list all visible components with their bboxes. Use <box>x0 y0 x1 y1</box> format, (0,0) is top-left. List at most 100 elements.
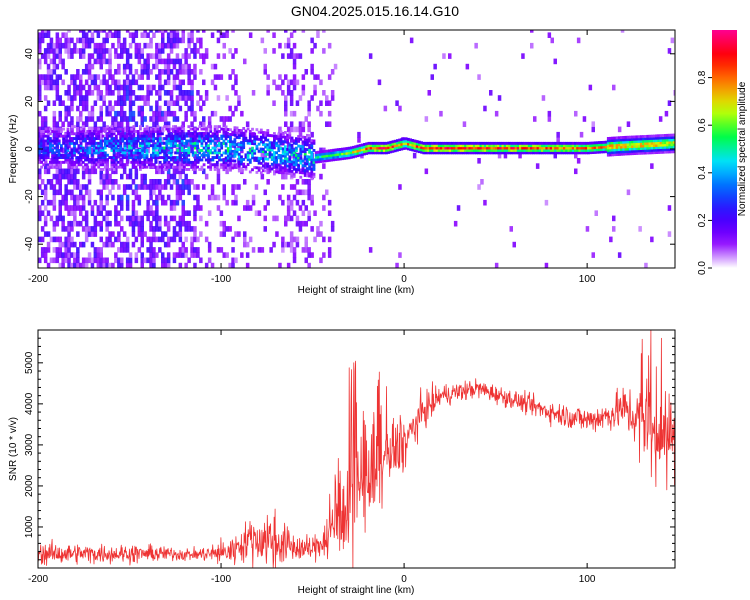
spectrogram-ridge-cell <box>286 157 289 161</box>
spectrogram-cell <box>163 199 168 206</box>
spectrogram-ridge-cell <box>459 149 463 152</box>
spectrogram-cell <box>175 53 180 59</box>
spectrogram-ridge-cell <box>602 145 606 149</box>
spectrogram-ridge-cell <box>70 151 74 155</box>
spectrogram-cell <box>163 257 168 264</box>
spectrogram-cell <box>143 257 147 264</box>
spectrogram-cell <box>204 220 209 227</box>
spectrogram-ridge-cell <box>154 127 158 131</box>
spectrogram-cell <box>137 53 142 59</box>
spectrogram-ridge-cell <box>499 144 503 148</box>
spectrogram-ridge-cell <box>64 149 68 152</box>
spectrogram-cell <box>93 220 98 227</box>
spectrogram-cell <box>125 30 130 33</box>
spectrogram-ridge-cell <box>141 146 144 150</box>
spectrogram-ridge-cell <box>407 142 410 146</box>
spectrogram-ridge-cell <box>229 156 232 160</box>
spectrogram-ridge-cell <box>257 142 261 146</box>
spectrogram-ridge-cell <box>191 168 195 171</box>
spectrogram-cell <box>278 194 282 201</box>
spectrogram-ridge-cell <box>108 141 112 145</box>
spectrogram-ytick-label: -20 <box>24 189 35 204</box>
spectrogram-cell <box>61 147 65 154</box>
figure-title: GN04.2025.015.16.14.G10 <box>291 3 459 19</box>
spectrogram-ridge-cell <box>624 135 628 139</box>
spectrogram-ridge-cell <box>631 140 634 144</box>
spectrogram-ridge-cell <box>317 160 320 164</box>
spectrogram-cell <box>210 184 215 190</box>
spectrogram-cell <box>99 131 103 138</box>
spectrogram-ridge-cell <box>167 130 171 133</box>
spectrogram-ridge-cell <box>617 141 621 144</box>
spectrogram-ridge-cell <box>139 137 142 140</box>
spectrogram-ridge-cell <box>426 151 430 155</box>
spectrogram-ridge-cell <box>257 156 261 160</box>
spectrogram-cell <box>81 95 86 101</box>
spectrogram-ridge-cell <box>204 153 208 157</box>
spectrogram-cell <box>114 126 118 133</box>
spectrogram-ridge-cell <box>281 168 285 172</box>
spectrogram-ridge-cell <box>53 141 57 145</box>
spectrogram-ridge-cell <box>167 165 171 169</box>
spectrogram-ridge-cell <box>119 165 123 169</box>
spectrogram-ridge-cell <box>207 149 210 152</box>
spectrogram-ridge-cell <box>268 141 272 145</box>
spectrogram-ridge-cell <box>347 151 351 155</box>
spectrogram-cell <box>161 236 165 243</box>
spectrogram-cell <box>87 257 92 264</box>
spectrogram-cell <box>149 53 153 59</box>
spectrogram-ridge-cell <box>273 155 276 159</box>
spectrogram-ridge-cell <box>299 156 303 160</box>
spectrogram-cell <box>307 100 311 106</box>
spectrogram-ridge-cell <box>231 149 235 153</box>
spectrogram-ridge-cell <box>288 145 292 149</box>
spectrogram-ridge-cell <box>117 127 120 131</box>
spectrogram-ridge-cell <box>275 168 278 171</box>
spectrogram-ridge-cell <box>248 160 252 164</box>
spectrogram-cell <box>117 152 121 159</box>
spectrogram-ridge-cell <box>299 137 303 141</box>
spectrogram-ridge-cell <box>556 141 560 145</box>
spectrogram-ridge-cell <box>273 170 276 174</box>
spectrogram-cell <box>530 42 534 49</box>
spectrogram-cell <box>152 63 156 70</box>
spectrogram-cell <box>140 53 144 59</box>
spectrogram-ridge-cell <box>220 153 224 157</box>
spectrogram-cell <box>292 42 297 49</box>
spectrogram-cell <box>67 142 71 148</box>
spectrogram-cell <box>67 121 71 127</box>
spectrogram-cell <box>172 63 177 70</box>
spectrogram-cell <box>140 262 144 268</box>
spectrogram-cell <box>289 241 294 248</box>
spectrogram-ridge-cell <box>112 160 116 164</box>
spectrogram-ridge-cell <box>327 156 331 160</box>
spectrogram-cell <box>43 189 48 196</box>
spectrogram-cell <box>222 194 226 201</box>
spectrogram-ridge-cell <box>536 144 540 148</box>
spectrogram-cell <box>73 48 77 54</box>
spectrogram-ridge-cell <box>349 151 353 155</box>
spectrogram-ridge-cell <box>108 139 112 143</box>
spectrogram-ridge-cell <box>547 149 551 152</box>
spectrogram-cell <box>49 42 54 49</box>
spectrogram-ridge-cell <box>461 141 465 145</box>
spectrogram-cell <box>579 131 584 138</box>
spectrogram-cell <box>76 126 80 133</box>
spectrogram-cell <box>108 210 112 216</box>
spectrogram-ridge-cell <box>235 126 239 130</box>
spectrogram-cell <box>155 100 159 106</box>
spectrogram-ridge-cell <box>321 159 325 163</box>
spectrogram-ridge-cell <box>371 149 375 152</box>
spectrogram-ridge-cell <box>481 144 485 148</box>
spectrogram-cell <box>181 69 185 75</box>
spectrogram-ridge-cell <box>527 146 531 150</box>
spectrogram-cell <box>178 189 183 196</box>
spectrogram-ridge-cell <box>639 142 643 146</box>
spectrogram-ridge-cell <box>215 132 219 136</box>
spectrogram-ridge-cell <box>106 134 109 138</box>
spectrogram-cell <box>122 48 127 54</box>
spectrogram-ridge-cell <box>262 133 265 137</box>
spectrogram-cell <box>70 37 74 44</box>
spectrogram-ridge-cell <box>165 125 169 129</box>
spectrogram-cell <box>96 32 101 38</box>
